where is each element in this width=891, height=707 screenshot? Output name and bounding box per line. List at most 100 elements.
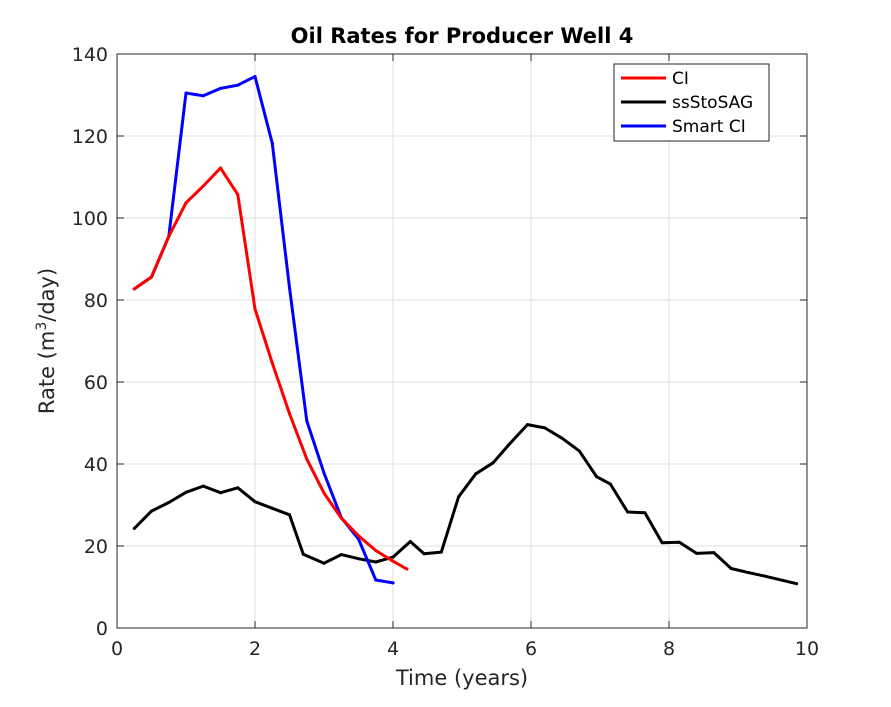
data-point-ssstosag (626, 510, 630, 514)
data-point-smart-ci (184, 91, 188, 95)
data-point-ci (184, 201, 188, 205)
data-point-ssstosag (236, 486, 240, 490)
y-tick-label: 100 (72, 208, 108, 230)
data-point-ssstosag (543, 426, 547, 430)
data-point-ci (253, 307, 257, 311)
grid-lines (117, 54, 807, 628)
data-point-ssstosag (695, 551, 699, 555)
data-point-ssstosag (457, 495, 461, 499)
legend-label-smart-ci: Smart CI (672, 117, 746, 137)
x-tick-label: 0 (111, 638, 123, 660)
data-point-ssstosag (712, 551, 716, 555)
data-point-ssstosag (339, 553, 343, 557)
data-point-ssstosag (491, 461, 495, 465)
data-point-ssstosag (408, 540, 412, 543)
data-point-ci (270, 361, 274, 365)
data-point-ci (150, 275, 153, 279)
data-point-ssstosag (746, 571, 750, 575)
plot-frame (116, 53, 808, 629)
data-point-smart-ci (253, 75, 257, 78)
data-point-ssstosag (560, 436, 564, 440)
data-point-ssstosag (577, 449, 581, 453)
data-point-ssstosag (391, 555, 395, 559)
y-tick-label: 0 (96, 618, 108, 640)
series-lines (132, 75, 799, 586)
data-point-ci (132, 287, 136, 291)
data-point-smart-ci (374, 578, 378, 582)
data-point-ssstosag (729, 567, 733, 570)
data-point-smart-ci (201, 94, 205, 98)
y-axis-label: Rate (m3/day) (34, 268, 59, 414)
y-axis-label-superscript: 3 (34, 322, 50, 331)
data-point-ci (288, 412, 291, 416)
series-line-ssstosag (132, 423, 799, 586)
data-point-ssstosag (357, 557, 360, 561)
data-point-ssstosag (167, 501, 171, 504)
data-point-ssstosag (677, 540, 681, 544)
data-point-ci (322, 491, 326, 495)
y-tick-label: 80 (84, 290, 108, 312)
y-tick-label: 20 (84, 536, 108, 558)
plot-area (117, 54, 807, 628)
legend-entries: CI ssStoSAG Smart CI (621, 69, 753, 137)
legend: CI ssStoSAG Smart CI (613, 63, 770, 142)
x-tick-label: 8 (663, 638, 675, 660)
data-point-ssstosag (474, 472, 478, 476)
data-point-ssstosag (253, 500, 257, 504)
chart-title: Oil Rates for Producer Well 4 (291, 24, 634, 48)
data-point-ssstosag (608, 482, 612, 486)
data-point-ssstosag (184, 490, 188, 494)
data-point-ci (405, 567, 409, 571)
data-point-smart-ci (391, 581, 395, 585)
data-point-ci (305, 457, 309, 461)
y-axis-label-prefix: Rate (m (35, 331, 59, 414)
data-point-ci (236, 193, 240, 197)
legend-label-ci: CI (672, 69, 689, 89)
data-point-ci (357, 534, 360, 538)
data-point-ci (201, 184, 205, 188)
data-point-smart-ci (288, 286, 291, 290)
data-point-ssstosag (288, 513, 291, 517)
data-point-ssstosag (270, 506, 274, 510)
data-point-ssstosag (150, 509, 153, 513)
x-tick-label: 10 (795, 638, 819, 660)
data-point-smart-ci (322, 471, 326, 475)
data-point-smart-ci (270, 141, 274, 145)
data-point-ssstosag (595, 475, 599, 479)
data-point-ssstosag (201, 484, 205, 488)
data-point-ssstosag (322, 561, 326, 565)
data-point-ssstosag (795, 582, 799, 586)
data-point-ssstosag (439, 550, 443, 554)
data-point-smart-ci (305, 419, 309, 423)
data-point-ssstosag (422, 552, 426, 556)
data-point-smart-ci (219, 86, 222, 90)
y-tick-label: 60 (84, 372, 108, 394)
data-point-ssstosag (764, 574, 768, 578)
y-axis-label-suffix: /day) (35, 268, 59, 322)
data-point-ssstosag (132, 526, 136, 530)
x-tick-label: 4 (387, 638, 399, 660)
data-point-ssstosag (219, 491, 222, 495)
y-tick-label: 120 (72, 126, 108, 148)
data-point-ssstosag (526, 423, 529, 427)
data-point-ssstosag (781, 578, 785, 582)
data-point-ci (219, 166, 222, 170)
data-point-ci (391, 559, 395, 563)
data-point-ssstosag (508, 441, 512, 445)
legend-label-ssstosag: ssStoSAG (672, 93, 753, 113)
y-tick-label: 140 (72, 44, 108, 66)
y-tick-label: 40 (84, 454, 108, 476)
data-point-ssstosag (643, 511, 647, 515)
data-point-ci (167, 234, 171, 238)
x-tick-label: 2 (249, 638, 261, 660)
data-point-ssstosag (660, 541, 664, 545)
data-point-ci (374, 549, 378, 552)
data-point-ssstosag (374, 560, 378, 564)
x-axis-label: Time (years) (395, 666, 528, 690)
data-point-ci (339, 516, 343, 520)
data-point-ssstosag (301, 552, 305, 556)
data-point-smart-ci (236, 83, 240, 87)
